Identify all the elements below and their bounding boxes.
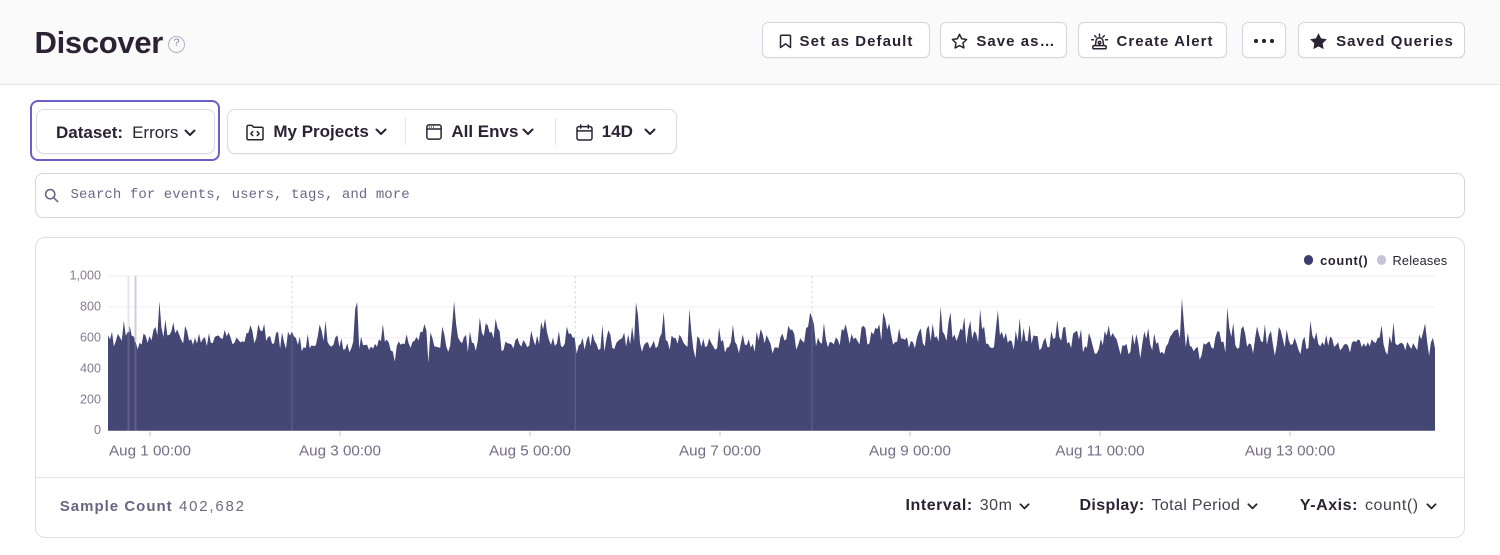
svg-text:600: 600 xyxy=(80,330,101,344)
svg-text:800: 800 xyxy=(80,299,101,313)
svg-text:Aug 5 00:00: Aug 5 00:00 xyxy=(489,443,571,460)
svg-text:Aug 11 00:00: Aug 11 00:00 xyxy=(1055,443,1144,460)
svg-text:0: 0 xyxy=(94,423,101,437)
svg-text:400: 400 xyxy=(80,361,101,375)
svg-text:Aug 13 00:00: Aug 13 00:00 xyxy=(1245,443,1335,460)
svg-text:Aug 1 00:00: Aug 1 00:00 xyxy=(109,443,191,460)
svg-text:Aug 7 00:00: Aug 7 00:00 xyxy=(679,443,761,460)
svg-text:Aug 9 00:00: Aug 9 00:00 xyxy=(869,443,951,460)
svg-text:200: 200 xyxy=(80,392,101,406)
svg-text:1,000: 1,000 xyxy=(69,269,101,283)
svg-text:Aug 3 00:00: Aug 3 00:00 xyxy=(299,443,381,460)
